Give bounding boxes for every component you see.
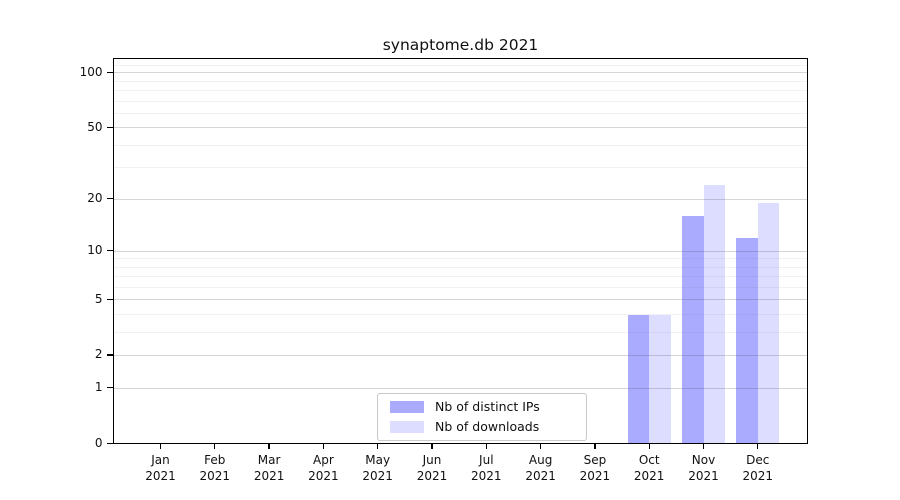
- major-gridline-5: [112, 299, 808, 301]
- major-gridline-10: [112, 250, 808, 252]
- bar-downloads-dec: [757, 203, 780, 444]
- bar-distinct-ips-dec: [736, 237, 758, 444]
- y-tick-label-2: 2: [94, 347, 103, 362]
- y-tick-5: [106, 298, 113, 301]
- y-tick-1: [106, 387, 113, 389]
- minor-gridline-60: [112, 112, 808, 114]
- y-tick-10: [106, 250, 113, 252]
- y-tick-label-50: 50: [87, 119, 103, 134]
- bar-distinct-ips-oct: [627, 314, 650, 444]
- legend-label-distinct-ips: Nb of distinct IPs: [435, 399, 540, 414]
- minor-gridline-30: [112, 167, 808, 169]
- legend-swatch-downloads: [390, 420, 424, 433]
- y-tick-label-10: 10: [87, 243, 103, 258]
- y-tick-20: [106, 198, 113, 200]
- legend-swatch-distinct-ips: [390, 400, 424, 413]
- x-tick-label-apr: Apr 2021: [308, 452, 339, 483]
- minor-gridline-6: [112, 286, 808, 288]
- x-tick-label-may: May 2021: [362, 452, 393, 483]
- minor-gridline-3: [112, 331, 808, 333]
- plot-area: 0 1 2 5 10 20 50 100 Jan 2021 Feb 2021 Mar 2021 Apr…: [80, 57, 808, 483]
- major-gridline-20: [112, 198, 808, 200]
- legend: Nb of distinct IPs Nb of downloads: [377, 392, 587, 441]
- minor-gridline-40: [112, 144, 808, 146]
- legend-label-downloads: Nb of downloads: [435, 419, 540, 434]
- legend-item-downloads: Nb of downloads: [390, 419, 586, 434]
- x-tick-label-sep: Sep 2021: [579, 452, 611, 483]
- x-tick-jan: [159, 444, 162, 449]
- x-tick-label-jul: Jul 2021: [471, 452, 502, 483]
- x-tick-label-oct: Oct 2021: [633, 452, 665, 483]
- x-tick-label-jun: Jun 2021: [416, 452, 448, 483]
- x-tick-aug: [539, 444, 542, 449]
- x-tick-apr: [322, 444, 325, 449]
- x-tick-dec: [757, 444, 759, 449]
- minor-gridline-7: [112, 276, 808, 278]
- y-tick-label-0: 0: [94, 435, 103, 450]
- bar-distinct-ips-nov: [682, 216, 704, 444]
- x-tick-label-feb: Feb 2021: [199, 452, 231, 483]
- y-tick-0: [106, 442, 113, 445]
- y-tick-label-100: 100: [79, 64, 103, 79]
- x-tick-label-nov: Nov 2021: [688, 452, 719, 483]
- x-tick-label-aug: Aug 2021: [525, 452, 556, 483]
- y-tick-50: [106, 126, 113, 129]
- minor-gridline-80: [112, 90, 808, 92]
- minor-gridline-90: [112, 80, 808, 82]
- bar-downloads-oct: [649, 314, 671, 444]
- x-tick-jul: [485, 444, 487, 449]
- major-gridline-1: [112, 387, 808, 389]
- y-tick-2: [106, 354, 113, 356]
- minor-gridline-70: [112, 100, 808, 102]
- major-gridline-50: [112, 127, 808, 129]
- x-tick-label-mar: Mar 2021: [253, 452, 285, 483]
- y-tick-label-5: 5: [94, 291, 103, 306]
- minor-gridline-4: [112, 313, 808, 315]
- x-tick-sep: [594, 444, 596, 449]
- x-tick-nov: [702, 444, 705, 449]
- y-tick-label-20: 20: [87, 191, 103, 206]
- x-tick-feb: [214, 444, 216, 449]
- x-tick-may: [377, 444, 379, 449]
- x-tick-label-dec: Dec 2021: [742, 452, 774, 483]
- x-tick-mar: [268, 444, 270, 449]
- x-tick-jun: [431, 444, 433, 449]
- legend-item-distinct-ips: Nb of distinct IPs: [390, 399, 586, 414]
- minor-gridline-9: [112, 258, 808, 260]
- x-tick-label-jan: Jan 2021: [145, 452, 176, 483]
- major-gridline-2: [112, 354, 808, 356]
- minor-gridline-8: [112, 266, 808, 268]
- bar-downloads-nov: [703, 185, 725, 444]
- y-tick-100: [106, 71, 113, 74]
- y-tick-label-1: 1: [94, 380, 103, 395]
- major-gridline-100: [112, 72, 808, 74]
- x-tick-oct: [648, 444, 650, 449]
- chart-title: synaptome.db 2021: [382, 36, 539, 54]
- minor-gridline-110: [112, 64, 808, 66]
